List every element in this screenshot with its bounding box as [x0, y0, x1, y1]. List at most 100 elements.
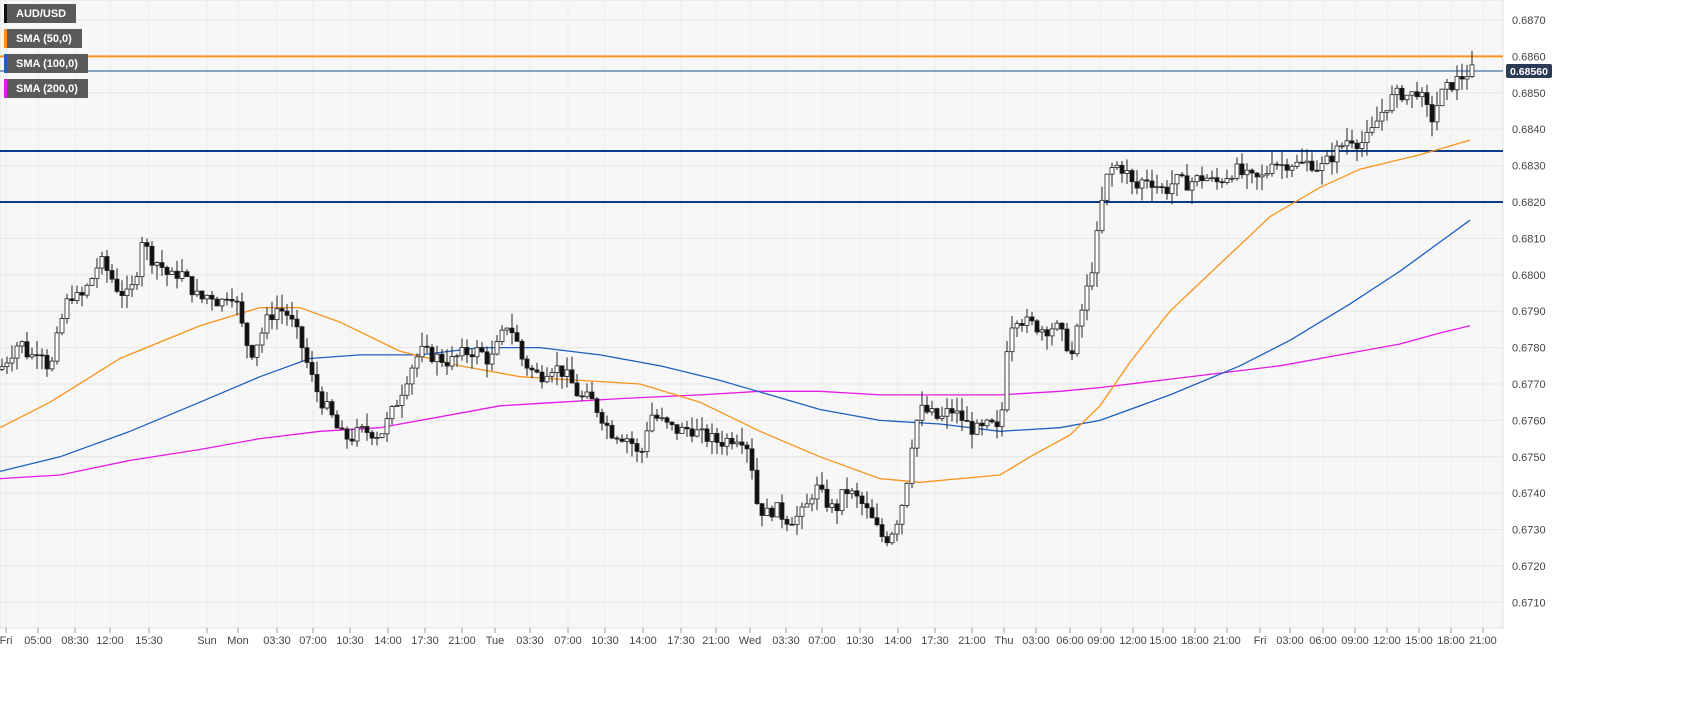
candle-bullish	[1419, 92, 1425, 98]
candle-bearish	[1249, 169, 1255, 174]
candle-bearish	[689, 428, 695, 437]
candle-bullish	[154, 262, 160, 266]
legend-item-symbol[interactable]: AUD/USD	[4, 4, 77, 23]
candle-bullish	[679, 426, 685, 434]
x-tick-label: 09:00	[1087, 635, 1115, 647]
candle-bullish	[89, 278, 95, 286]
legend-swatch	[4, 29, 7, 48]
candle-bullish	[1369, 127, 1375, 133]
candle-bullish	[434, 353, 440, 363]
candle-bullish	[764, 507, 770, 516]
candle-bearish	[109, 270, 115, 280]
candle-bearish	[304, 347, 310, 363]
x-tick-label: 10:30	[591, 635, 619, 647]
candle-bullish	[899, 504, 905, 525]
candle-bullish	[849, 490, 855, 495]
x-tick-label: 15:00	[1405, 635, 1433, 647]
candle-bullish	[549, 372, 555, 377]
candle-bearish	[1069, 350, 1075, 355]
x-tick-label: 06:00	[1309, 635, 1337, 647]
candle-bearish	[329, 401, 335, 416]
candle-bullish	[49, 360, 55, 370]
candle-bullish	[544, 375, 550, 383]
candle-bullish	[1394, 87, 1400, 96]
candle-bullish	[259, 332, 265, 346]
y-tick-label: 0.6810	[1512, 233, 1546, 245]
x-tick-label: 07:00	[299, 635, 327, 647]
candle-bullish	[74, 292, 80, 301]
candle-bullish	[1339, 145, 1345, 148]
x-tick-label: 10:30	[336, 635, 364, 647]
candle-bearish	[609, 424, 615, 439]
candle-bullish	[1364, 131, 1370, 144]
candle-bullish	[404, 383, 410, 396]
candle-bullish	[659, 417, 665, 420]
candle-bullish	[1169, 183, 1175, 195]
candle-bullish	[414, 356, 420, 369]
x-tick-label: 09:00	[1341, 635, 1369, 647]
candle-bearish	[1254, 172, 1260, 178]
candle-bearish	[1184, 175, 1190, 191]
candle-bullish	[409, 367, 415, 385]
candle-bearish	[749, 448, 755, 471]
candle-bullish	[584, 391, 590, 398]
candle-bullish	[1319, 163, 1325, 171]
candle-bullish	[1229, 177, 1235, 180]
candle-bullish	[1384, 110, 1390, 113]
candle-bullish	[99, 256, 105, 269]
candle-bearish	[239, 301, 245, 324]
candle-bearish	[599, 412, 605, 424]
candle-bearish	[1059, 322, 1065, 330]
candle-bullish	[1079, 309, 1085, 327]
candle-bullish	[264, 314, 270, 334]
candle-bullish	[1074, 325, 1080, 355]
legend-item-sma100[interactable]: SMA (100,0)	[4, 54, 88, 73]
candle-bearish	[704, 428, 710, 442]
candle-bullish	[454, 355, 460, 358]
candle-bullish	[389, 406, 395, 420]
x-tick-label: 14:00	[374, 635, 402, 647]
candle-bullish	[504, 327, 510, 331]
candle-bullish	[799, 506, 805, 517]
candle-bearish	[529, 367, 535, 371]
y-tick-label: 0.6730	[1512, 525, 1546, 537]
candle-bearish	[1019, 323, 1025, 326]
candle-bearish	[559, 365, 565, 377]
candle-bearish	[1354, 142, 1360, 149]
candle-bearish	[714, 433, 720, 443]
candle-bullish	[1039, 329, 1045, 333]
x-tick-label: Thu	[995, 635, 1014, 647]
candle-bearish	[1179, 174, 1185, 177]
candle-bearish	[869, 507, 875, 519]
candle-bullish	[724, 437, 730, 447]
candle-bullish	[1389, 94, 1395, 112]
candle-bullish	[1004, 351, 1010, 411]
candle-bullish	[194, 290, 200, 296]
x-tick-label: Mon	[227, 635, 248, 647]
candle-bullish	[254, 344, 260, 358]
legend-label: SMA (50,0)	[16, 32, 72, 45]
candle-bearish	[289, 314, 295, 320]
candle-bearish	[159, 262, 165, 268]
candle-bearish	[664, 417, 670, 423]
legend-item-sma200[interactable]: SMA (200,0)	[4, 79, 88, 98]
candle-bullish	[9, 357, 15, 364]
candle-bearish	[769, 507, 775, 518]
y-tick-label: 0.6710	[1512, 597, 1546, 609]
x-tick-label: 17:30	[667, 635, 695, 647]
candle-bearish	[509, 327, 515, 334]
x-tick-label: 10:30	[846, 635, 874, 647]
candle-bearish	[309, 362, 315, 375]
candle-bullish	[129, 284, 135, 290]
candle-bearish	[319, 391, 325, 409]
candle-bearish	[854, 490, 860, 497]
candle-bearish	[579, 395, 585, 398]
candle-bullish	[1154, 186, 1160, 189]
y-tick-label: 0.6780	[1512, 343, 1546, 355]
candle-bearish	[979, 422, 985, 427]
candle-bullish	[14, 345, 20, 359]
candle-bearish	[629, 438, 635, 444]
legend-item-sma50[interactable]: SMA (50,0)	[4, 29, 82, 48]
candle-bullish	[134, 276, 140, 286]
candle-bullish	[1244, 169, 1250, 176]
